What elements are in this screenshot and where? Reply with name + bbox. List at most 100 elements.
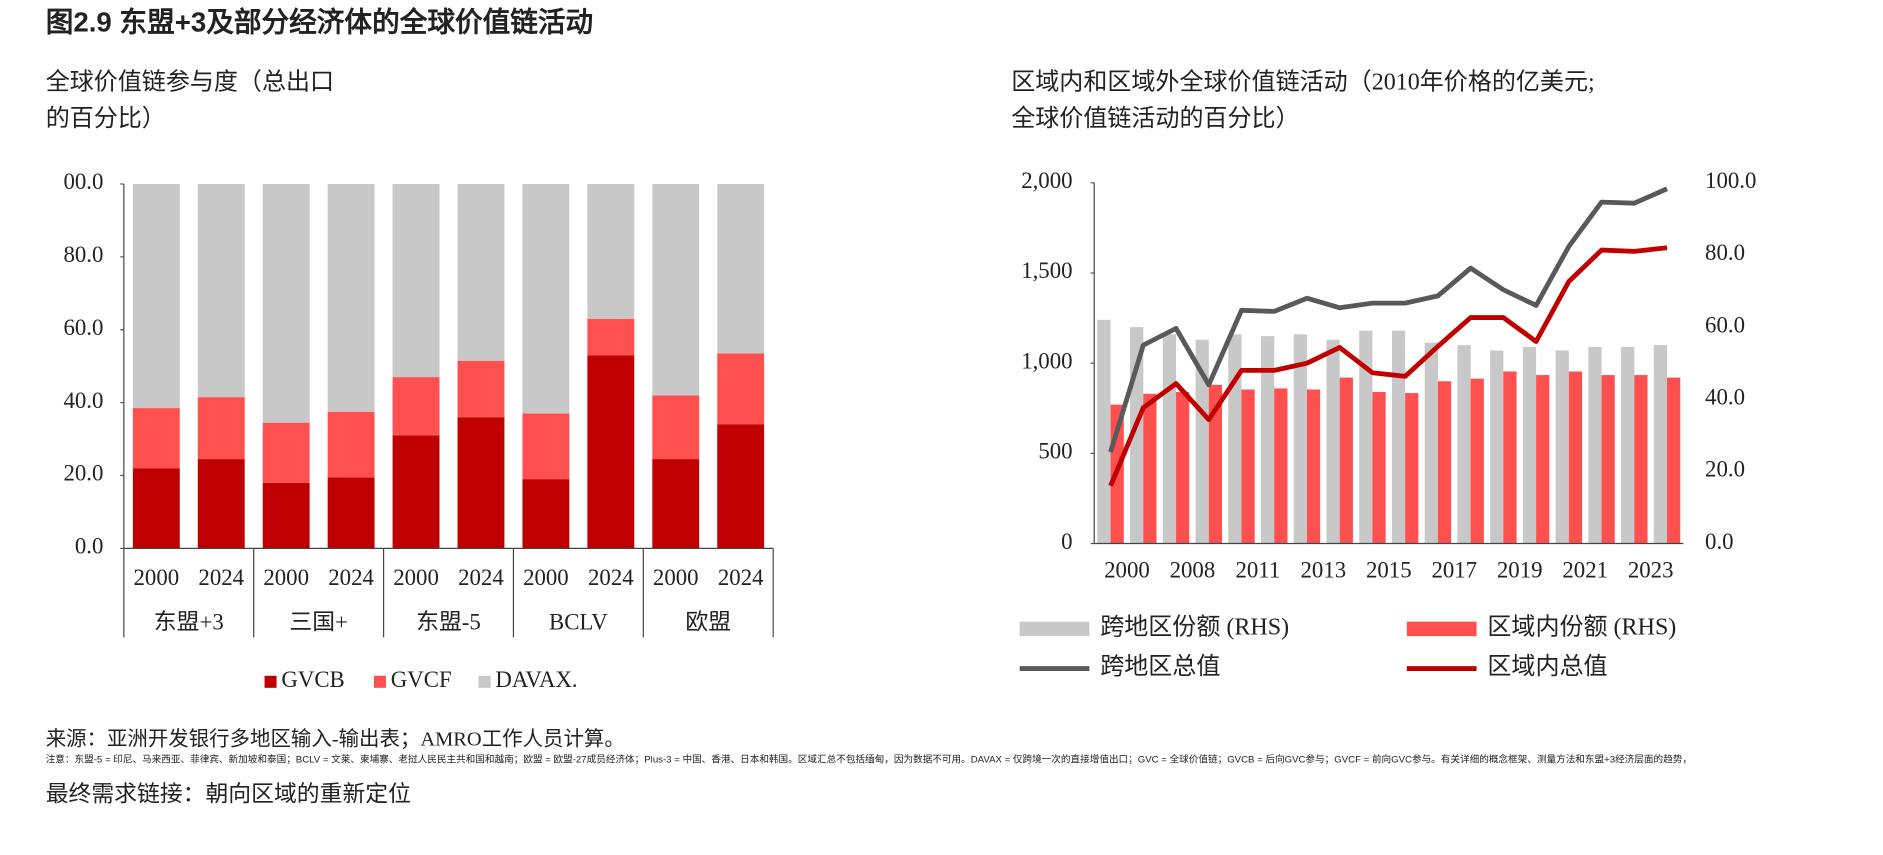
bar-segment — [457, 417, 505, 549]
y2-tick-label: 40.0 — [1705, 384, 1745, 409]
bar — [1555, 350, 1569, 544]
bar-segment — [522, 479, 570, 549]
bar — [1601, 375, 1615, 544]
y2-tick-label: 80.0 — [1705, 240, 1745, 265]
x-tick-label: 2000 — [133, 565, 179, 590]
legend-swatch — [1019, 621, 1090, 637]
bar — [1208, 384, 1222, 544]
bar-segment — [262, 422, 310, 483]
bar — [1588, 346, 1602, 544]
x-tick-label: 2000 — [653, 565, 699, 590]
x-tick-label: 2000 — [393, 565, 439, 590]
bar-segment — [327, 477, 375, 549]
legend-label: 跨地区份额 (RHS) — [1100, 613, 1289, 640]
x-tick-label: 2024 — [328, 565, 374, 590]
legend-swatch — [478, 675, 491, 688]
legend-label: GVCF — [391, 667, 452, 692]
x-tick-label: 2017 — [1431, 558, 1477, 583]
bar — [1536, 375, 1550, 544]
line — [1108, 186, 1669, 453]
bar — [1306, 389, 1321, 544]
x-tick-label: 2011 — [1235, 558, 1280, 583]
bar — [1372, 392, 1386, 544]
x-tick-label: 2000 — [1104, 558, 1150, 583]
legend-label: 区域内份额 (RHS) — [1487, 613, 1676, 640]
bar — [1424, 342, 1438, 544]
bar-segment — [652, 184, 700, 396]
bar — [1568, 371, 1583, 544]
bar — [1339, 377, 1353, 544]
y-tick-label: 0.0 — [75, 534, 104, 559]
bar-segment — [717, 184, 765, 354]
y-tick-label: 1,500 — [1021, 258, 1072, 283]
x-tick-label: 2008 — [1170, 558, 1216, 583]
bar — [1391, 330, 1406, 544]
bar-segment — [717, 424, 765, 549]
bar — [1522, 346, 1537, 544]
bar — [1457, 345, 1471, 544]
chart-subtitle: 全球价值链参与度（总出口 — [46, 69, 334, 96]
line — [1108, 245, 1668, 487]
bar — [1162, 334, 1177, 544]
y-tick-label: 0 — [1061, 529, 1072, 554]
x-tick-label: 2024 — [198, 565, 244, 590]
x-tick-label: 2021 — [1562, 558, 1608, 583]
x-tick-label: 2024 — [718, 565, 764, 590]
bar-segment — [717, 353, 765, 425]
bar-segment — [327, 184, 375, 412]
bar — [1667, 377, 1681, 544]
bar — [1176, 392, 1190, 544]
bar — [1261, 336, 1275, 544]
bar — [1634, 375, 1648, 544]
y-tick-label: 1,000 — [1021, 348, 1072, 373]
bar-segment — [652, 395, 700, 460]
y-tick-label: 80.0 — [63, 242, 103, 267]
footer: 最终需求链接：朝向区域的重新定位 — [46, 781, 411, 806]
bar — [1293, 334, 1307, 544]
chart-subtitle: 区域内和区域外全球价值链活动（2010年价格的亿美元; — [1011, 69, 1594, 96]
y-tick-label: 2,000 — [1021, 168, 1072, 193]
bar-segment — [587, 318, 635, 356]
y2-tick-label: 60.0 — [1705, 312, 1745, 337]
bar — [1143, 393, 1157, 544]
bar-segment — [132, 468, 180, 549]
x-tick-label: 2000 — [523, 565, 569, 590]
bar — [1241, 389, 1255, 544]
bar — [1359, 330, 1373, 544]
y-tick-label: 00.0 — [63, 169, 103, 194]
x-tick-label: 2023 — [1628, 558, 1674, 583]
bar — [1470, 378, 1484, 544]
y-tick-label: 500 — [1038, 439, 1072, 464]
y-tick-label: 20.0 — [63, 461, 103, 486]
bar — [1097, 319, 1111, 544]
legend-swatch — [1406, 621, 1477, 637]
y2-tick-label: 100.0 — [1705, 168, 1756, 193]
group-label: 欧盟 — [685, 609, 731, 634]
bar-segment — [197, 397, 245, 460]
page-title: 图2.9 东盟+3及部分经济体的全球价值链活动 — [46, 6, 594, 37]
bar-segment — [392, 377, 440, 436]
y2-tick-label: 20.0 — [1705, 457, 1745, 482]
source: 来源：亚洲开发银行多地区输入-输出表；AMRO工作人员计算。 — [46, 727, 625, 750]
bar-segment — [587, 184, 635, 319]
chart-subtitle: 的百分比） — [46, 105, 166, 132]
legend-label: 跨地区总值 — [1100, 653, 1220, 680]
x-tick-label: 2024 — [458, 565, 504, 590]
bar — [1228, 334, 1242, 544]
note: 注意：东盟-5 = 印尼、马来西亚、菲律宾、新加坡和泰国；BCLV = 文莱、柬… — [46, 754, 1692, 766]
legend-label: 区域内总值 — [1487, 653, 1607, 680]
legend-label: DAVAX. — [495, 667, 577, 692]
group-label: 东盟-5 — [416, 609, 481, 634]
group-label: 东盟+3 — [154, 609, 224, 634]
bar — [1405, 393, 1419, 544]
x-tick-label: 2024 — [588, 565, 634, 590]
bar — [1621, 346, 1635, 544]
x-tick-label: 2019 — [1497, 558, 1543, 583]
legend-swatch — [264, 675, 277, 688]
bar — [1503, 371, 1517, 544]
y2-tick-label: 0.0 — [1705, 529, 1734, 554]
bar-segment — [197, 459, 245, 549]
bar-segment — [262, 184, 310, 423]
group-label: BCLV — [549, 609, 608, 634]
